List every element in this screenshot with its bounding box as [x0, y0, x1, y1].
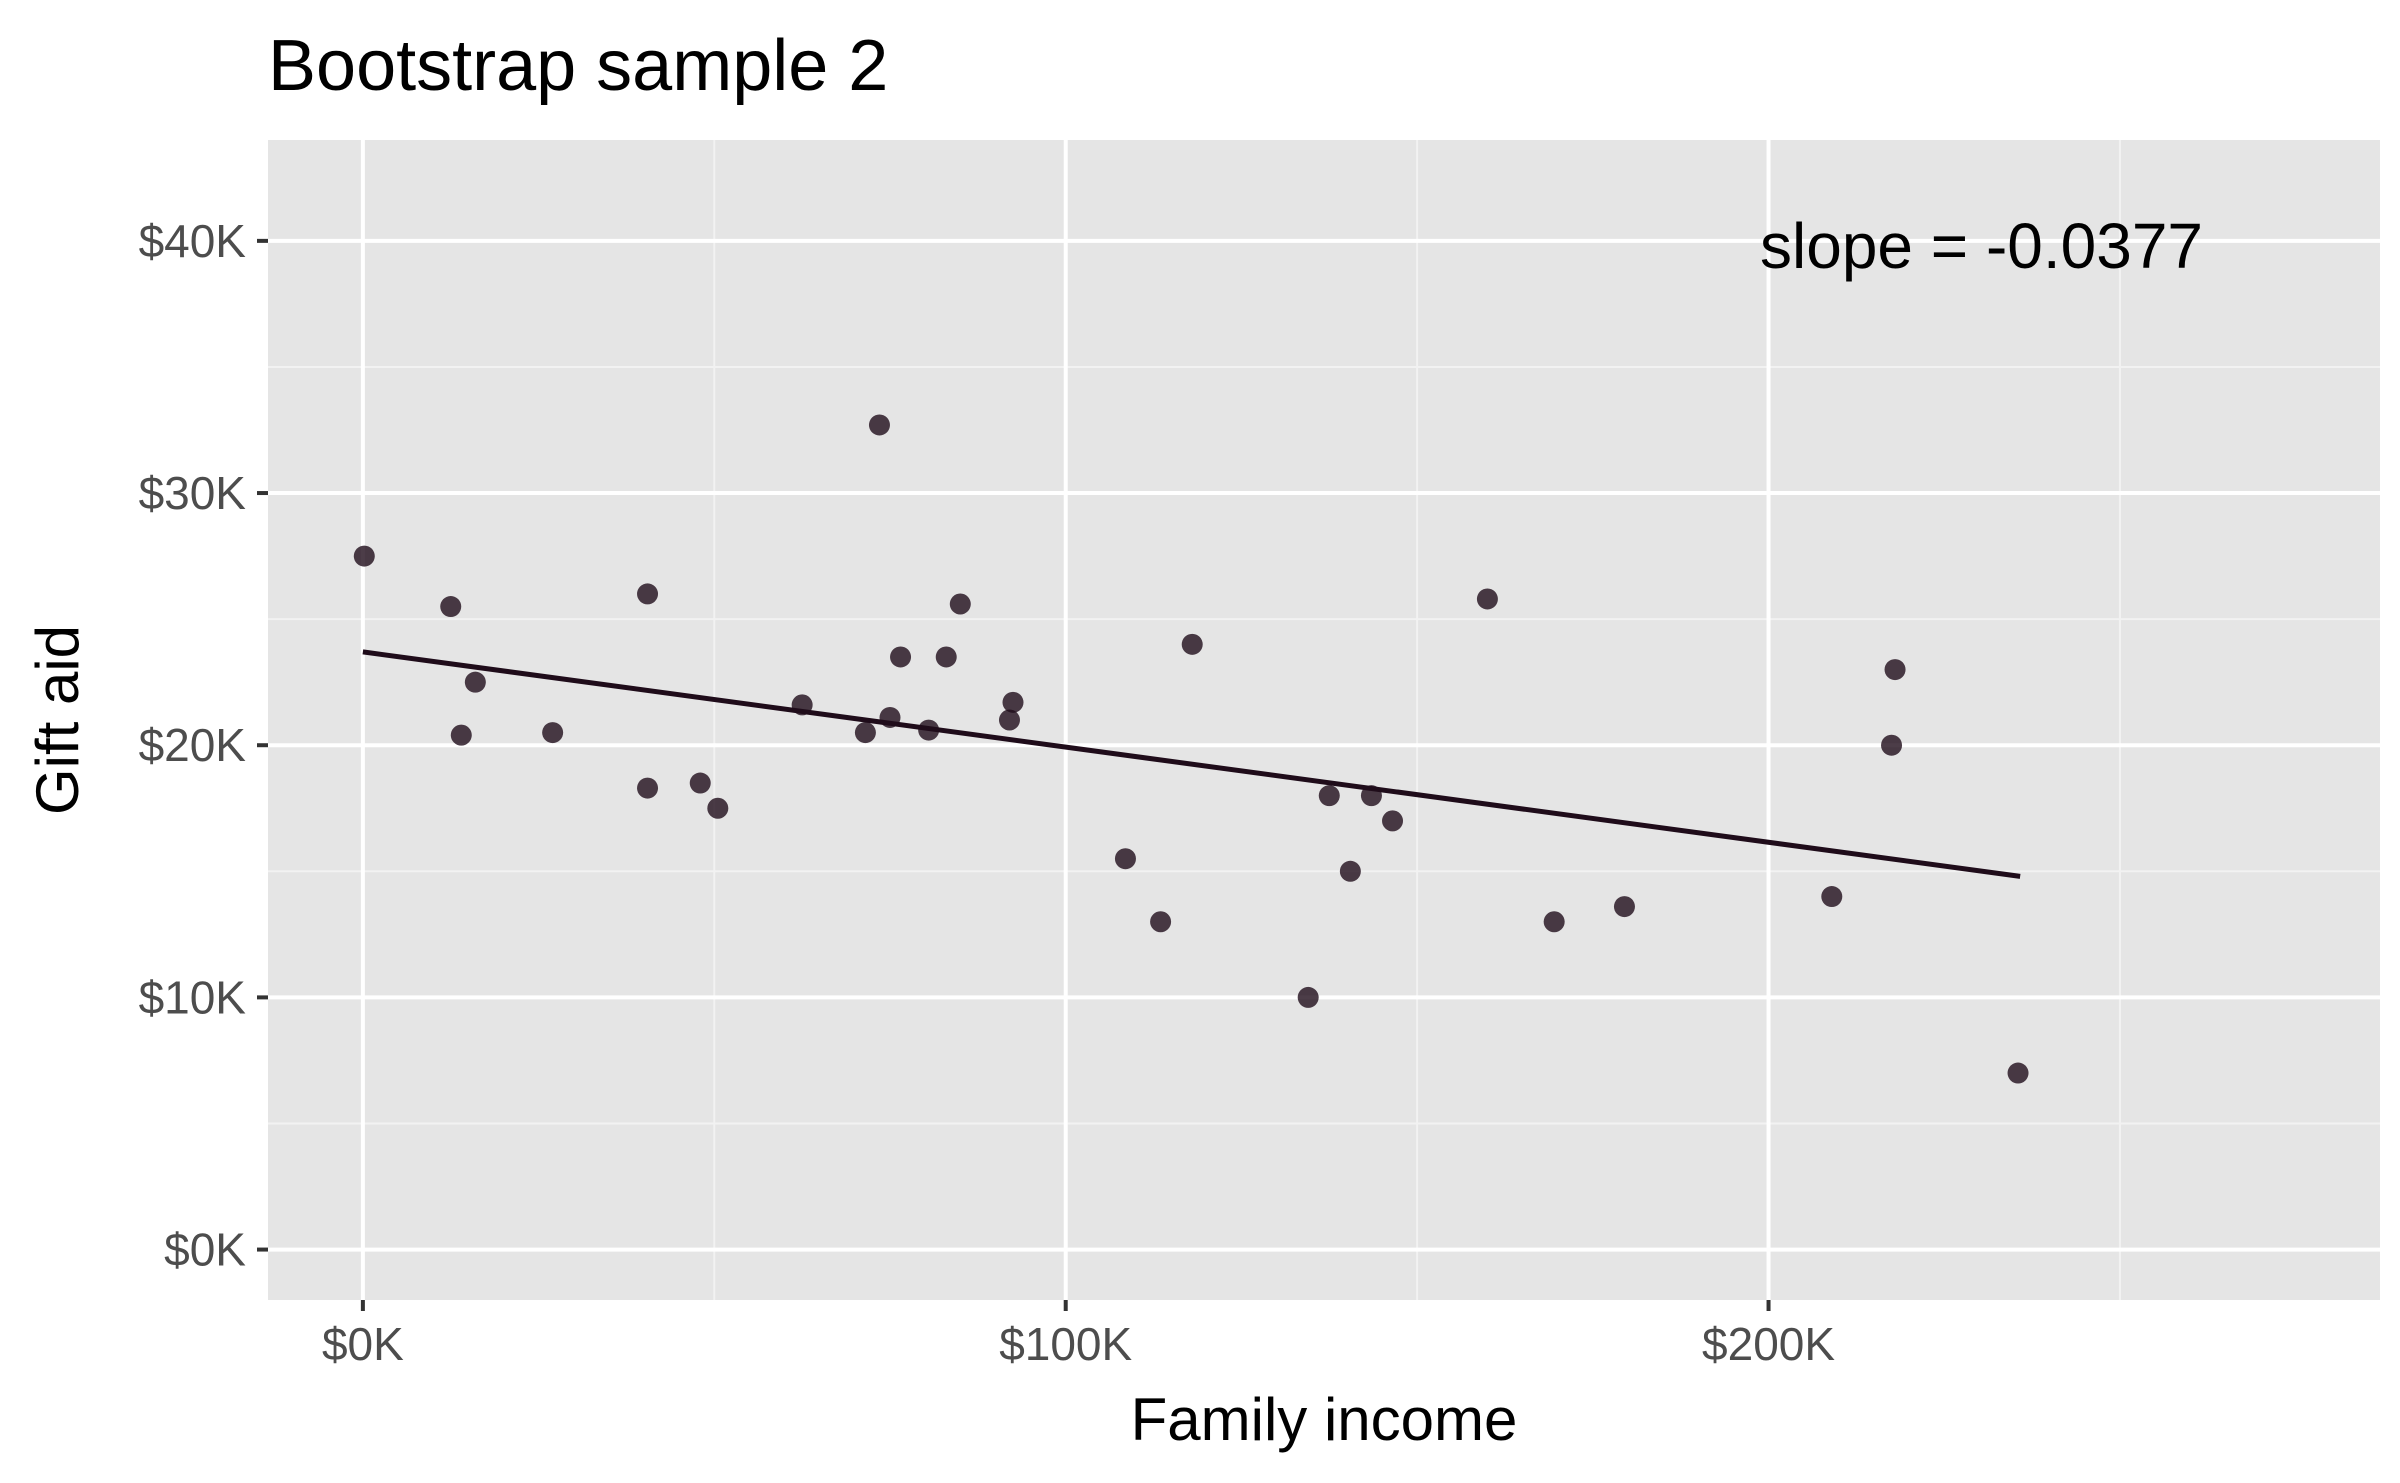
data-point	[1002, 691, 1024, 713]
data-point	[935, 646, 957, 668]
data-points	[353, 414, 2029, 1084]
data-point	[353, 545, 375, 567]
y-tick-label: $30K	[139, 467, 247, 519]
data-point	[879, 706, 901, 728]
slope-annotation: slope = -0.0377	[1760, 210, 2203, 282]
regression-line	[362, 649, 2021, 879]
y-tick-label: $10K	[139, 971, 247, 1023]
x-axis: $0K $100K $200K	[322, 1300, 1835, 1370]
data-point	[998, 709, 1020, 731]
x-tick-label: $0K	[322, 1318, 404, 1370]
data-point	[1318, 785, 1340, 807]
y-axis: $0K $10K $20K $30K $40K	[139, 215, 268, 1276]
data-point	[689, 772, 711, 794]
data-point	[440, 596, 462, 618]
regression-line-group	[362, 649, 2021, 879]
data-point	[1339, 860, 1361, 882]
data-point	[1884, 659, 1906, 681]
data-point	[707, 797, 729, 819]
data-point	[918, 719, 940, 741]
plot-panel	[268, 140, 2380, 1300]
data-point	[1476, 588, 1498, 610]
data-point	[637, 777, 659, 799]
data-point	[1181, 633, 1203, 655]
data-point	[464, 671, 486, 693]
x-tick-label: $200K	[1702, 1318, 1835, 1370]
data-point	[1382, 810, 1404, 832]
y-tick-label: $40K	[139, 215, 247, 267]
data-point	[791, 694, 813, 716]
data-point	[1360, 785, 1382, 807]
y-tick-label: $20K	[139, 719, 247, 771]
y-axis-title: Gift aid	[24, 625, 91, 815]
data-point	[1613, 896, 1635, 918]
x-axis-title: Family income	[1131, 1386, 1518, 1453]
data-point	[1881, 734, 1903, 756]
data-point	[1821, 886, 1843, 908]
data-point	[890, 646, 912, 668]
data-point	[854, 722, 876, 744]
chart-title: Bootstrap sample 2	[268, 26, 888, 106]
x-tick-label: $100K	[999, 1318, 1132, 1370]
data-point	[450, 724, 472, 746]
data-point	[542, 722, 564, 744]
data-point	[1543, 911, 1565, 933]
data-point	[1150, 911, 1172, 933]
data-point	[1114, 848, 1136, 870]
data-point	[949, 593, 971, 615]
data-point	[868, 414, 890, 436]
minor-gridlines	[268, 140, 2380, 1300]
major-gridlines	[268, 140, 2380, 1300]
data-point	[1297, 986, 1319, 1008]
data-point	[637, 583, 659, 605]
y-tick-label: $0K	[164, 1224, 246, 1276]
data-point	[2007, 1062, 2029, 1084]
